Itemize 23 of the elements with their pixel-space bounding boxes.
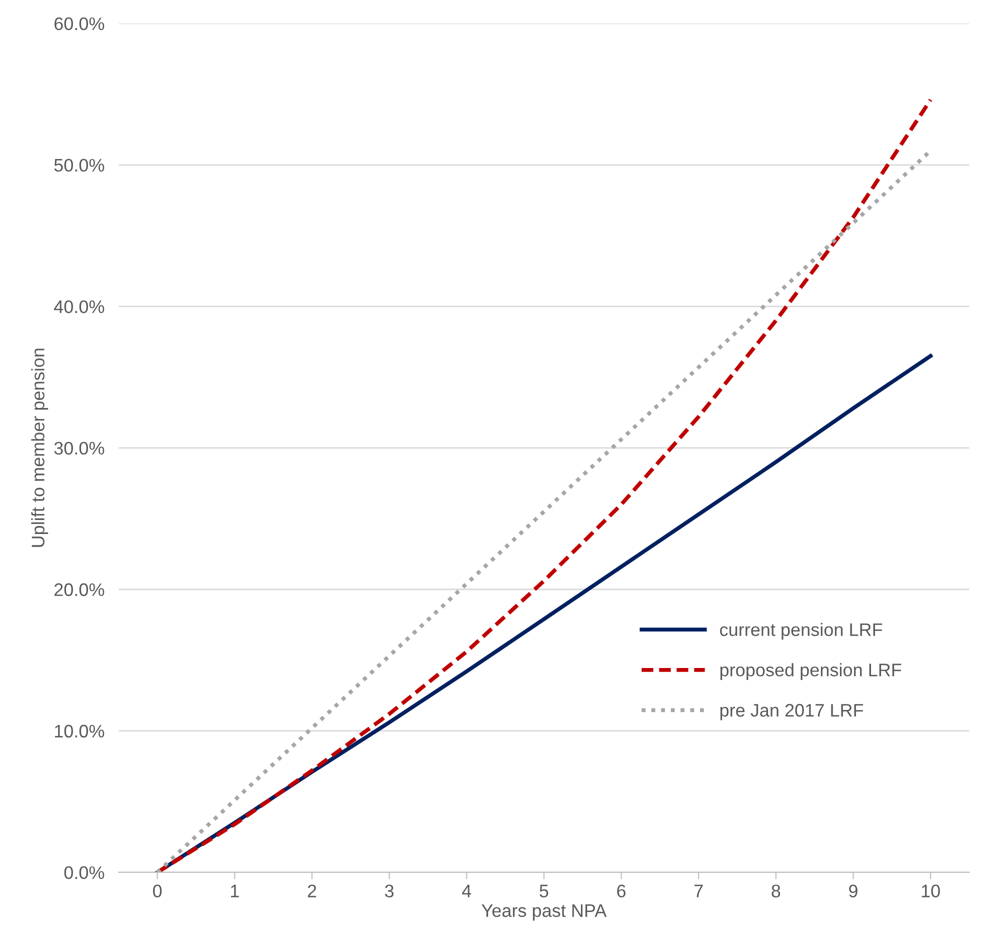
- x-tick-label: 0: [153, 884, 162, 898]
- y-tick-label: 60.0%: [54, 17, 104, 30]
- y-tick-label: 50.0%: [54, 158, 104, 172]
- y-tick-label: 10.0%: [54, 724, 104, 738]
- y-axis-title: Uplift to member pension: [31, 348, 48, 547]
- x-tick-label: 4: [462, 884, 472, 898]
- x-axis-title: Years past NPA: [482, 904, 607, 921]
- y-tick-label: 30.0%: [54, 442, 104, 455]
- x-tick-label: 5: [540, 884, 548, 898]
- legend-label: current pension LRF: [720, 622, 882, 640]
- x-tick-label: 10: [922, 884, 940, 898]
- x-tick-label: 1: [231, 884, 239, 898]
- y-tick-label: 40.0%: [54, 300, 104, 314]
- x-tick-label: 8: [772, 884, 780, 898]
- x-tick-label: 6: [617, 884, 626, 898]
- legend-label: pre Jan 2017 LRF: [720, 704, 864, 720]
- legend-label: proposed pension LRF: [720, 663, 902, 680]
- x-tick-label: 3: [384, 884, 394, 898]
- y-tick-label: 20.0%: [54, 583, 104, 596]
- y-tick-label: 0.0%: [64, 866, 104, 880]
- x-tick-label: 9: [849, 884, 858, 898]
- x-tick-label: 2: [308, 884, 316, 898]
- x-tick-label: 7: [694, 884, 703, 898]
